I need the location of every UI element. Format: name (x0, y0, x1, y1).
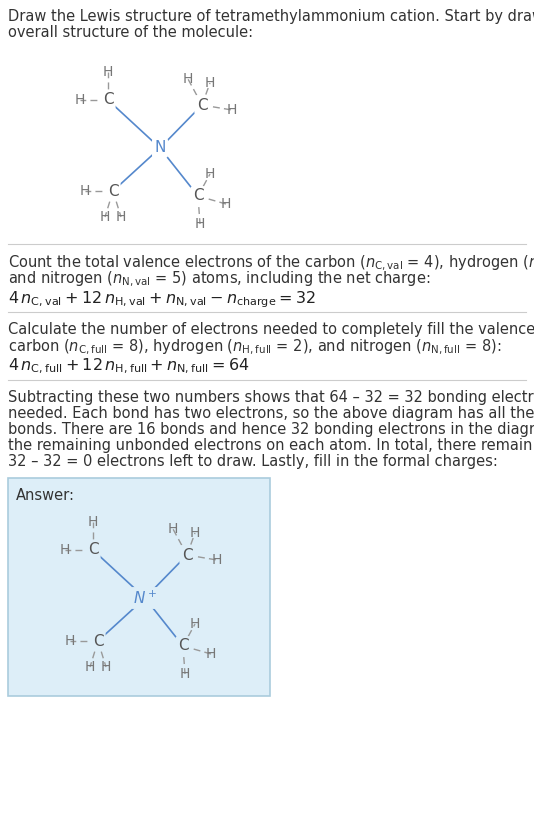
Text: Calculate the number of electrons needed to completely fill the valence shells f: Calculate the number of electrons needed… (8, 322, 534, 337)
Text: H: H (221, 197, 231, 211)
Text: H: H (206, 647, 216, 661)
Text: overall structure of the molecule:: overall structure of the molecule: (8, 25, 253, 40)
Text: C: C (103, 92, 113, 107)
Text: C: C (178, 638, 189, 653)
Text: N: N (154, 141, 166, 156)
Text: C: C (93, 633, 103, 648)
Text: the remaining unbonded electrons on each atom. In total, there remain: the remaining unbonded electrons on each… (8, 438, 532, 453)
Text: H: H (190, 526, 200, 540)
FancyBboxPatch shape (8, 478, 270, 696)
Text: $4\, n_\mathrm{C,val} + 12\, n_\mathrm{H,val} + n_\mathrm{N,val} - n_\mathrm{cha: $4\, n_\mathrm{C,val} + 12\, n_\mathrm{H… (8, 289, 316, 310)
Text: and nitrogen ($n_\mathrm{N,val}$ = 5) atoms, including the net charge:: and nitrogen ($n_\mathrm{N,val}$ = 5) at… (8, 270, 430, 290)
Text: H: H (205, 76, 215, 90)
Text: C: C (88, 542, 98, 557)
Text: H: H (168, 522, 178, 536)
Text: H: H (85, 660, 95, 674)
Text: carbon ($n_\mathrm{C,full}$ = 8), hydrogen ($n_\mathrm{H,full}$ = 2), and nitrog: carbon ($n_\mathrm{C,full}$ = 8), hydrog… (8, 338, 501, 357)
Text: $N^+$: $N^+$ (133, 589, 157, 607)
Text: 32 – 32 = 0 electrons left to draw. Lastly, fill in the formal charges:: 32 – 32 = 0 electrons left to draw. Last… (8, 454, 498, 469)
Text: Answer:: Answer: (16, 488, 75, 503)
Text: H: H (60, 543, 70, 557)
Text: H: H (183, 72, 193, 86)
Text: Draw the Lewis structure of tetramethylammonium cation. Start by drawing the: Draw the Lewis structure of tetramethyla… (8, 9, 534, 24)
Text: H: H (205, 167, 215, 181)
Text: Count the total valence electrons of the carbon ($n_\mathrm{C,val}$ = 4), hydrog: Count the total valence electrons of the… (8, 254, 534, 273)
Text: H: H (80, 184, 90, 198)
Text: H: H (212, 553, 222, 567)
Text: H: H (103, 65, 113, 79)
Text: H: H (101, 660, 111, 674)
Text: H: H (88, 515, 98, 529)
Text: H: H (65, 634, 75, 648)
Text: H: H (100, 210, 110, 224)
Text: H: H (75, 93, 85, 107)
Text: C: C (197, 97, 207, 112)
Text: C: C (182, 547, 192, 562)
Text: C: C (108, 184, 119, 199)
Text: H: H (195, 217, 205, 231)
Text: C: C (193, 189, 203, 204)
Text: H: H (227, 103, 237, 117)
Text: H: H (116, 210, 126, 224)
Text: H: H (190, 617, 200, 631)
Text: $4\, n_\mathrm{C,full} + 12\, n_\mathrm{H,full} + n_\mathrm{N,full} = 64$: $4\, n_\mathrm{C,full} + 12\, n_\mathrm{… (8, 357, 249, 376)
Text: bonds. There are 16 bonds and hence 32 bonding electrons in the diagram. Fill in: bonds. There are 16 bonds and hence 32 b… (8, 422, 534, 437)
Text: H: H (180, 667, 190, 681)
Text: needed. Each bond has two electrons, so the above diagram has all the necessary: needed. Each bond has two electrons, so … (8, 406, 534, 421)
Text: Subtracting these two numbers shows that 64 – 32 = 32 bonding electrons are: Subtracting these two numbers shows that… (8, 390, 534, 405)
